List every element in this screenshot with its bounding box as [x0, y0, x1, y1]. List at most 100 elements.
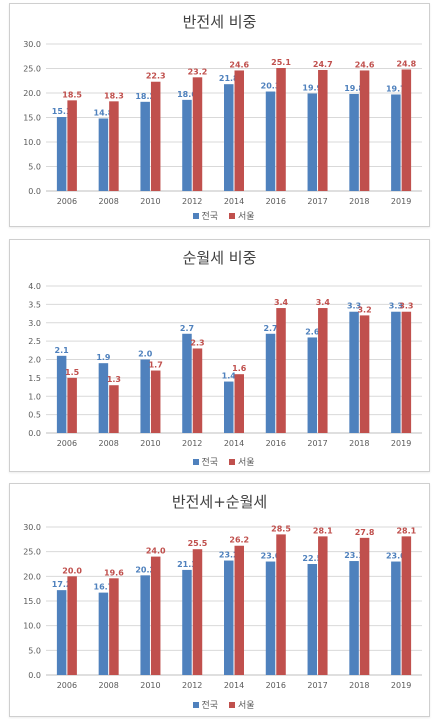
chart-panel-half-jeonse: 반전세 비중 0.0 5.0 10.0 15.0 20.0 25.0 30.0 2006 15.… [9, 3, 430, 227]
bar-national-2014 [224, 381, 234, 433]
x-tick-label: 2006 [57, 197, 77, 206]
bar-national-2006 [56, 117, 67, 191]
y-tick-label: 1.5 [28, 374, 41, 383]
x-tick-label: 2010 [140, 439, 160, 448]
data-label-seoul: 3.3 [399, 302, 413, 311]
bar-national-2018 [349, 561, 359, 675]
data-label-national: 23.1 [344, 551, 364, 560]
data-label-national: 18.2 [135, 92, 155, 101]
bar-seoul-2019 [401, 536, 412, 675]
data-label-seoul: 1.5 [65, 368, 80, 377]
x-tick-label: 2008 [98, 197, 118, 206]
data-label-national: 21.8 [219, 74, 239, 83]
data-label-seoul: 24.8 [396, 59, 416, 68]
data-label-seoul: 24.6 [355, 60, 375, 69]
bar-seoul-2019 [401, 311, 412, 433]
y-tick-label: 2.5 [28, 337, 41, 346]
data-label-seoul: 3.2 [357, 305, 371, 314]
x-tick-label: 2006 [57, 439, 77, 448]
chart-legend: 전국 서울 [10, 455, 429, 468]
y-tick-label: 2.0 [28, 356, 41, 365]
y-tick-label: 0.0 [28, 671, 41, 680]
y-tick-label: 20.0 [23, 572, 41, 581]
data-label-seoul: 24.7 [313, 60, 333, 69]
x-tick-label: 2012 [182, 681, 202, 690]
bar-national-2012 [182, 569, 192, 675]
data-label-seoul: 18.3 [104, 91, 124, 100]
chart-panel-monthly-rent: 순월세 비중 0.0 0.5 1.0 1.5 2.0 2.5 3.0 3.5 4.0 2006 2.… [9, 239, 430, 472]
legend-national-label: 전국 [201, 212, 219, 222]
bar-seoul-2012 [192, 77, 203, 191]
data-label-seoul: 25.1 [271, 58, 291, 67]
bar-seoul-2018 [359, 70, 370, 191]
y-tick-label: 5.0 [28, 163, 41, 172]
bar-national-2006 [56, 355, 67, 433]
data-label-seoul: 20.0 [62, 566, 82, 575]
bar-seoul-2008 [109, 101, 119, 191]
bar-seoul-2017 [318, 308, 328, 433]
bar-seoul-2018 [359, 537, 370, 675]
data-label-national: 21.3 [177, 560, 197, 569]
x-tick-label: 2018 [349, 439, 369, 448]
data-label-seoul: 2.3 [190, 338, 204, 347]
bar-national-2008 [98, 592, 109, 675]
x-tick-label: 2014 [224, 681, 244, 690]
bar-national-2006 [56, 590, 67, 675]
chart-legend: 전국 서울 [10, 209, 429, 222]
bar-seoul-2016 [276, 68, 286, 191]
data-label-seoul: 27.8 [355, 528, 375, 537]
legend-national-label: 전국 [201, 701, 219, 711]
data-label-seoul: 22.3 [146, 72, 166, 81]
legend-national-swatch [192, 458, 199, 465]
y-tick-label: 25.0 [23, 548, 41, 557]
bar-national-2019 [391, 94, 401, 191]
x-tick-label: 2017 [307, 197, 327, 206]
bar-national-2017 [307, 337, 318, 433]
bar-national-2012 [182, 333, 192, 433]
x-tick-label: 2012 [182, 439, 202, 448]
chart-legend: 전국 서울 [10, 698, 429, 711]
data-label-seoul: 1.6 [232, 364, 247, 373]
x-tick-label: 2016 [266, 439, 286, 448]
bar-national-2019 [391, 561, 401, 675]
bar-seoul-2017 [318, 536, 328, 675]
x-tick-label: 2008 [98, 439, 118, 448]
x-tick-label: 2008 [98, 681, 118, 690]
legend-national-label: 전국 [201, 458, 219, 468]
x-tick-label: 2018 [349, 197, 369, 206]
data-label-national: 16.7 [94, 583, 114, 592]
y-tick-label: 1.0 [28, 392, 41, 401]
data-label-national: 2.7 [180, 324, 194, 333]
bar-seoul-2016 [276, 308, 286, 433]
legend-national-swatch [192, 212, 199, 219]
data-label-national: 20.2 [135, 565, 155, 574]
y-tick-label: 10.0 [23, 138, 41, 147]
bar-seoul-2012 [192, 348, 203, 433]
x-tick-label: 2019 [391, 197, 411, 206]
bar-national-2017 [307, 93, 318, 191]
bar-seoul-2019 [401, 69, 412, 191]
bar-seoul-2014 [234, 374, 244, 433]
x-tick-label: 2016 [266, 681, 286, 690]
legend-seoul-swatch [228, 701, 235, 708]
data-label-national: 3.3 [389, 302, 403, 311]
bar-national-2012 [182, 99, 192, 191]
y-tick-label: 30.0 [23, 40, 41, 49]
x-tick-label: 2018 [349, 681, 369, 690]
bar-national-2016 [265, 333, 276, 433]
bar-national-2014 [224, 560, 234, 675]
data-label-seoul: 26.2 [229, 536, 249, 545]
x-tick-label: 2016 [266, 197, 286, 206]
y-tick-label: 15.0 [23, 114, 41, 123]
y-tick-label: 10.0 [23, 622, 41, 631]
bar-seoul-2010 [150, 556, 161, 675]
bar-national-2010 [140, 101, 150, 191]
bar-seoul-2012 [192, 549, 203, 675]
data-label-national: 23.2 [219, 551, 239, 560]
x-tick-label: 2017 [307, 439, 327, 448]
bar-seoul-2006 [67, 576, 77, 675]
data-label-seoul: 23.2 [188, 67, 208, 76]
legend-national-swatch [192, 701, 199, 708]
data-label-seoul: 28.1 [396, 526, 416, 535]
data-label-national: 2.6 [305, 327, 320, 336]
